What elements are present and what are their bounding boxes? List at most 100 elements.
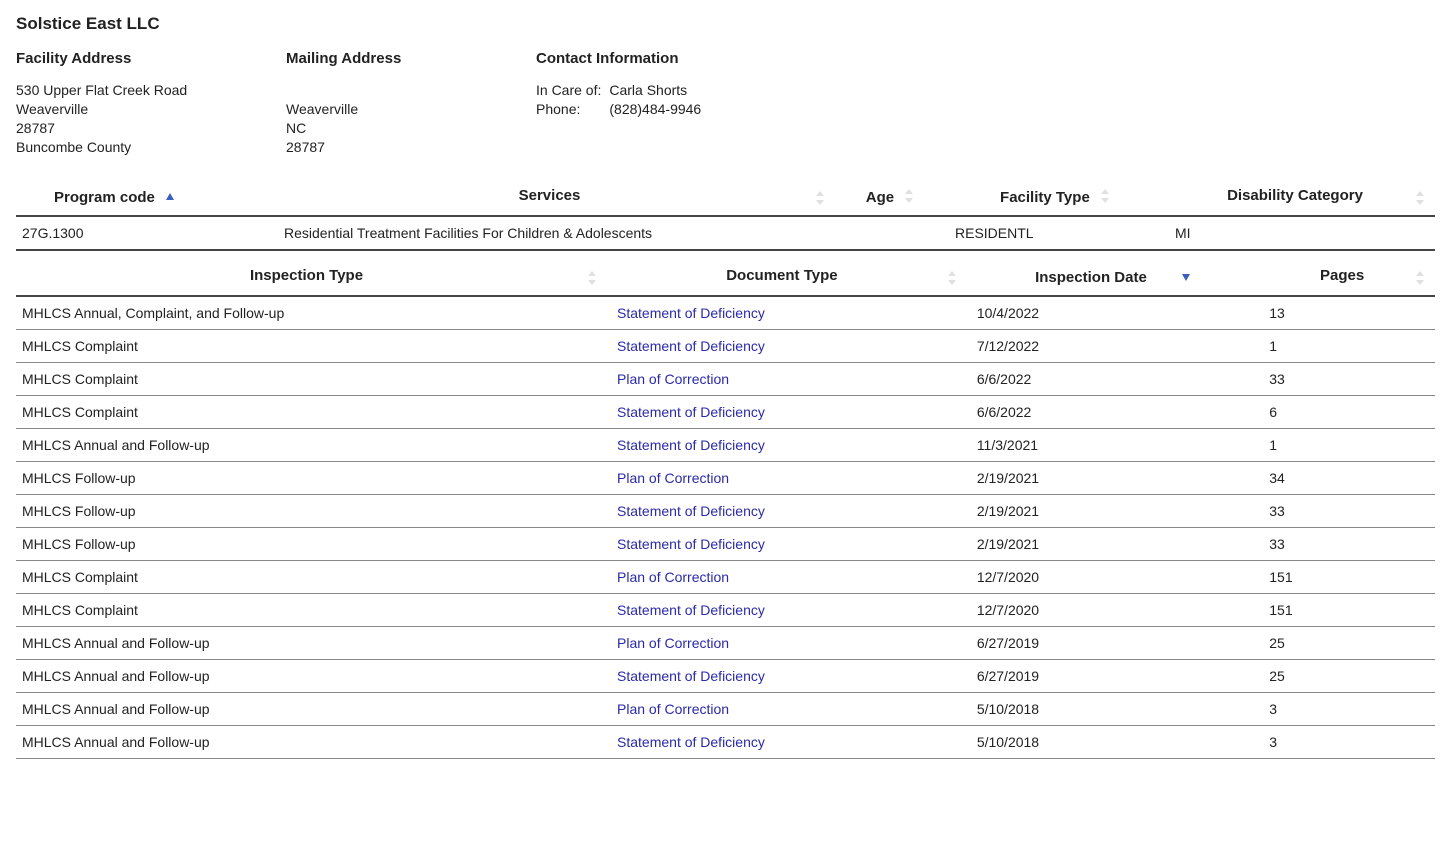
col-header-pages[interactable]: Pages <box>1259 261 1435 296</box>
facility-title: Solstice East LLC <box>16 14 1435 34</box>
col-header-inspection-date[interactable]: Inspection Date <box>967 261 1259 296</box>
cell-inspection-date: 5/10/2018 <box>967 692 1259 725</box>
cell-age <box>835 216 945 250</box>
cell-pages: 33 <box>1259 494 1435 527</box>
cell-inspection-date: 2/19/2021 <box>967 527 1259 560</box>
table-row: MHLCS Annual and Follow-up Statement of D… <box>16 659 1435 692</box>
inspections-table: Inspection Type Document Type Inspection… <box>16 261 1435 759</box>
sort-both-icon <box>1415 191 1425 209</box>
cell-inspection-type: MHLCS Annual and Follow-up <box>16 626 607 659</box>
document-link[interactable]: Plan of Correction <box>617 371 729 387</box>
cell-pages: 151 <box>1259 560 1435 593</box>
document-link[interactable]: Plan of Correction <box>617 701 729 717</box>
col-header-label: Services <box>519 187 581 204</box>
cell-document-type[interactable]: Plan of Correction <box>607 560 967 593</box>
contact-grid: In Care of: Carla Shorts Phone: (828)484… <box>536 81 701 119</box>
mailing-blank-line <box>286 81 496 100</box>
cell-pages: 3 <box>1259 692 1435 725</box>
sort-both-icon <box>947 271 957 289</box>
facility-address-lines: 530 Upper Flat Creek Road Weaverville 28… <box>16 81 246 157</box>
cell-pages: 25 <box>1259 659 1435 692</box>
document-link[interactable]: Statement of Deficiency <box>617 536 765 552</box>
cell-document-type[interactable]: Statement of Deficiency <box>607 593 967 626</box>
cell-document-type[interactable]: Statement of Deficiency <box>607 395 967 428</box>
contact-info-heading: Contact Information <box>536 50 701 67</box>
cell-document-type[interactable]: Statement of Deficiency <box>607 428 967 461</box>
cell-inspection-type: MHLCS Complaint <box>16 395 607 428</box>
cell-document-type[interactable]: Statement of Deficiency <box>607 725 967 758</box>
contact-care-value: Carla Shorts <box>609 81 701 100</box>
document-link[interactable]: Plan of Correction <box>617 569 729 585</box>
cell-inspection-type: MHLCS Follow-up <box>16 461 607 494</box>
address-line: Weaverville <box>16 100 246 119</box>
cell-document-type[interactable]: Plan of Correction <box>607 362 967 395</box>
table-row: MHLCS Annual and Follow-up Plan of Correc… <box>16 692 1435 725</box>
cell-inspection-type: MHLCS Annual and Follow-up <box>16 692 607 725</box>
table-row: MHLCS Follow-up Statement of Deficiency 2/… <box>16 527 1435 560</box>
col-header-label: Pages <box>1320 267 1364 284</box>
cell-document-type[interactable]: Statement of Deficiency <box>607 527 967 560</box>
cell-document-type[interactable]: Plan of Correction <box>607 461 967 494</box>
cell-document-type[interactable]: Statement of Deficiency <box>607 659 967 692</box>
col-header-age[interactable]: Age <box>835 181 945 216</box>
sort-both-icon <box>904 189 914 207</box>
cell-inspection-type: MHLCS Follow-up <box>16 527 607 560</box>
cell-inspection-date: 6/27/2019 <box>967 659 1259 692</box>
facility-address-col: Facility Address 530 Upper Flat Creek Ro… <box>16 50 246 157</box>
document-link[interactable]: Statement of Deficiency <box>617 734 765 750</box>
cell-inspection-type: MHLCS Annual and Follow-up <box>16 725 607 758</box>
table-row: MHLCS Complaint Statement of Deficiency 6/… <box>16 395 1435 428</box>
document-link[interactable]: Statement of Deficiency <box>617 503 765 519</box>
document-link[interactable]: Statement of Deficiency <box>617 404 765 420</box>
col-header-document-type[interactable]: Document Type <box>607 261 967 296</box>
cell-inspection-type: MHLCS Annual and Follow-up <box>16 659 607 692</box>
contact-phone-value: (828)484-9946 <box>609 100 701 119</box>
cell-document-type[interactable]: Statement of Deficiency <box>607 329 967 362</box>
cell-document-type[interactable]: Statement of Deficiency <box>607 296 967 330</box>
cell-inspection-type: MHLCS Annual, Complaint, and Follow-up <box>16 296 607 330</box>
document-link[interactable]: Statement of Deficiency <box>617 668 765 684</box>
mailing-address-lines: Weaverville NC 28787 <box>286 81 496 157</box>
cell-inspection-date: 6/6/2022 <box>967 395 1259 428</box>
cell-inspection-date: 6/27/2019 <box>967 626 1259 659</box>
table-row: MHLCS ComplaintStatement of Deficiency12… <box>16 593 1435 626</box>
contact-care-label: In Care of: <box>536 81 601 100</box>
cell-inspection-date: 10/4/2022 <box>967 296 1259 330</box>
table-row: MHLCS ComplaintStatement of Deficiency7/… <box>16 329 1435 362</box>
table-row: MHLCS Follow-upStatement of Deficiency2/… <box>16 494 1435 527</box>
cell-inspection-date: 5/10/2018 <box>967 725 1259 758</box>
cell-disability-category: MI <box>1165 216 1435 250</box>
document-link[interactable]: Statement of Deficiency <box>617 437 765 453</box>
col-header-inspection-type[interactable]: Inspection Type <box>16 261 607 296</box>
cell-pages: 33 <box>1259 527 1435 560</box>
col-header-disability-category[interactable]: Disability Category <box>1165 181 1435 216</box>
col-header-label: Disability Category <box>1227 187 1363 204</box>
cell-pages: 33 <box>1259 362 1435 395</box>
cell-inspection-date: 12/7/2020 <box>967 560 1259 593</box>
cell-pages: 25 <box>1259 626 1435 659</box>
table-row: 27G.1300Residential Treatment Facilities… <box>16 216 1435 250</box>
facility-address-heading: Facility Address <box>16 50 246 67</box>
cell-inspection-date: 7/12/2022 <box>967 329 1259 362</box>
col-header-label: Facility Type <box>1000 189 1090 206</box>
document-link[interactable]: Statement of Deficiency <box>617 338 765 354</box>
mailing-line: Weaverville <box>286 100 496 119</box>
cell-inspection-type: MHLCS Follow-up <box>16 494 607 527</box>
col-header-facility-type[interactable]: Facility Type <box>945 181 1165 216</box>
sort-both-icon <box>815 191 825 209</box>
document-link[interactable]: Statement of Deficiency <box>617 602 765 618</box>
col-header-label: Inspection Type <box>250 267 363 284</box>
sort-both-icon <box>587 271 597 289</box>
table-row: MHLCS Annual and Follow-up Statement of D… <box>16 725 1435 758</box>
col-header-services[interactable]: Services <box>274 181 835 216</box>
col-header-program-code[interactable]: Program code <box>16 181 274 216</box>
document-link[interactable]: Plan of Correction <box>617 470 729 486</box>
contact-info-col: Contact Information In Care of: Carla Sh… <box>536 50 701 157</box>
cell-document-type[interactable]: Plan of Correction <box>607 626 967 659</box>
document-link[interactable]: Plan of Correction <box>617 635 729 651</box>
document-link[interactable]: Statement of Deficiency <box>617 305 765 321</box>
cell-document-type[interactable]: Statement of Deficiency <box>607 494 967 527</box>
cell-inspection-type: MHLCS Complaint <box>16 593 607 626</box>
table-row: MHLCS ComplaintPlan of Correction6/6/202… <box>16 362 1435 395</box>
cell-document-type[interactable]: Plan of Correction <box>607 692 967 725</box>
